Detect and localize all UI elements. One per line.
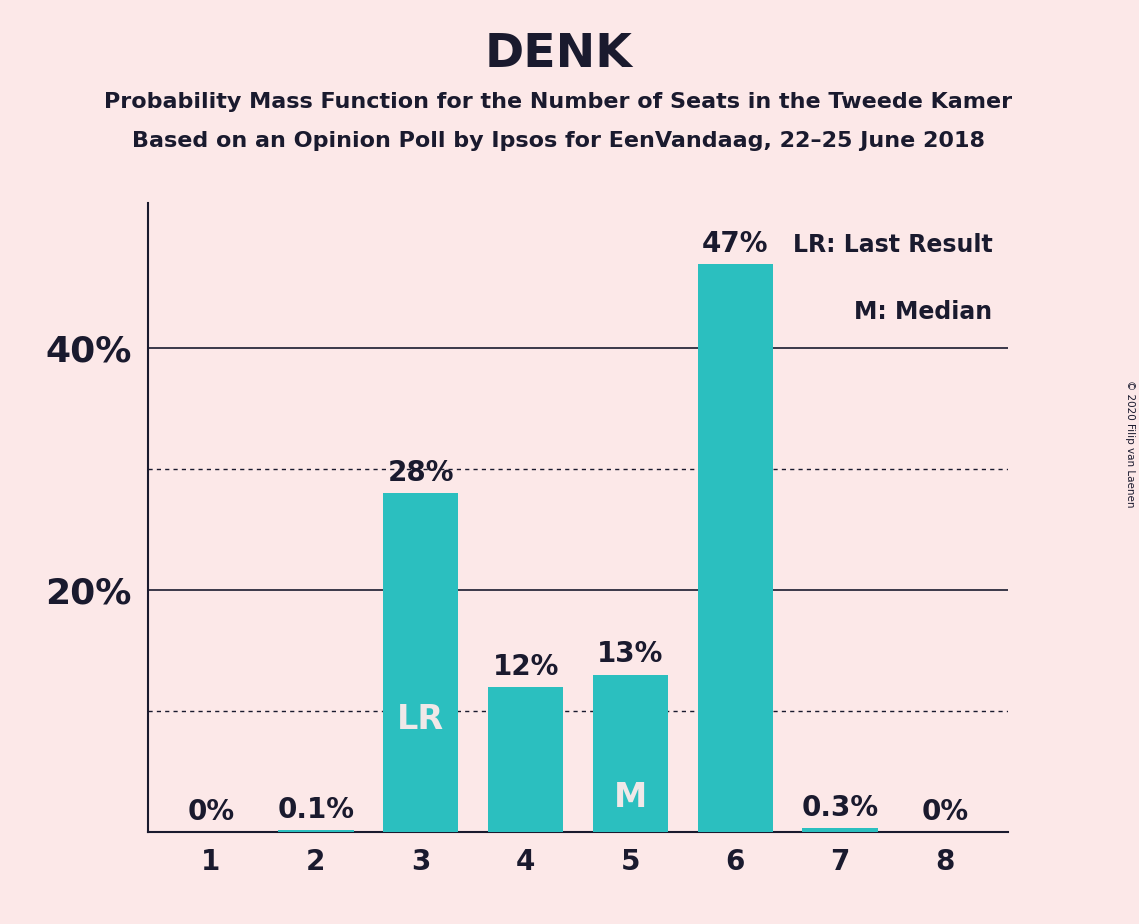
Bar xyxy=(383,493,459,832)
Bar xyxy=(278,831,353,832)
Text: 0.3%: 0.3% xyxy=(802,794,879,822)
Text: DENK: DENK xyxy=(484,32,632,78)
Text: LR: Last Result: LR: Last Result xyxy=(793,234,992,258)
Text: M: M xyxy=(614,781,647,813)
Text: LR: LR xyxy=(398,703,444,736)
Bar xyxy=(803,828,878,832)
Bar xyxy=(592,675,669,832)
Text: Based on an Opinion Poll by Ipsos for EenVandaag, 22–25 June 2018: Based on an Opinion Poll by Ipsos for Ee… xyxy=(132,131,984,152)
Bar xyxy=(697,263,773,832)
Text: 0.1%: 0.1% xyxy=(278,796,354,824)
Bar xyxy=(487,687,564,832)
Text: M: Median: M: Median xyxy=(854,300,992,324)
Text: © 2020 Filip van Laenen: © 2020 Filip van Laenen xyxy=(1125,380,1134,507)
Text: 47%: 47% xyxy=(702,230,769,258)
Text: 0%: 0% xyxy=(921,797,968,825)
Text: 13%: 13% xyxy=(597,640,664,668)
Text: Probability Mass Function for the Number of Seats in the Tweede Kamer: Probability Mass Function for the Number… xyxy=(104,92,1013,113)
Text: 0%: 0% xyxy=(188,797,235,825)
Text: 28%: 28% xyxy=(387,459,454,487)
Text: 12%: 12% xyxy=(492,652,559,681)
